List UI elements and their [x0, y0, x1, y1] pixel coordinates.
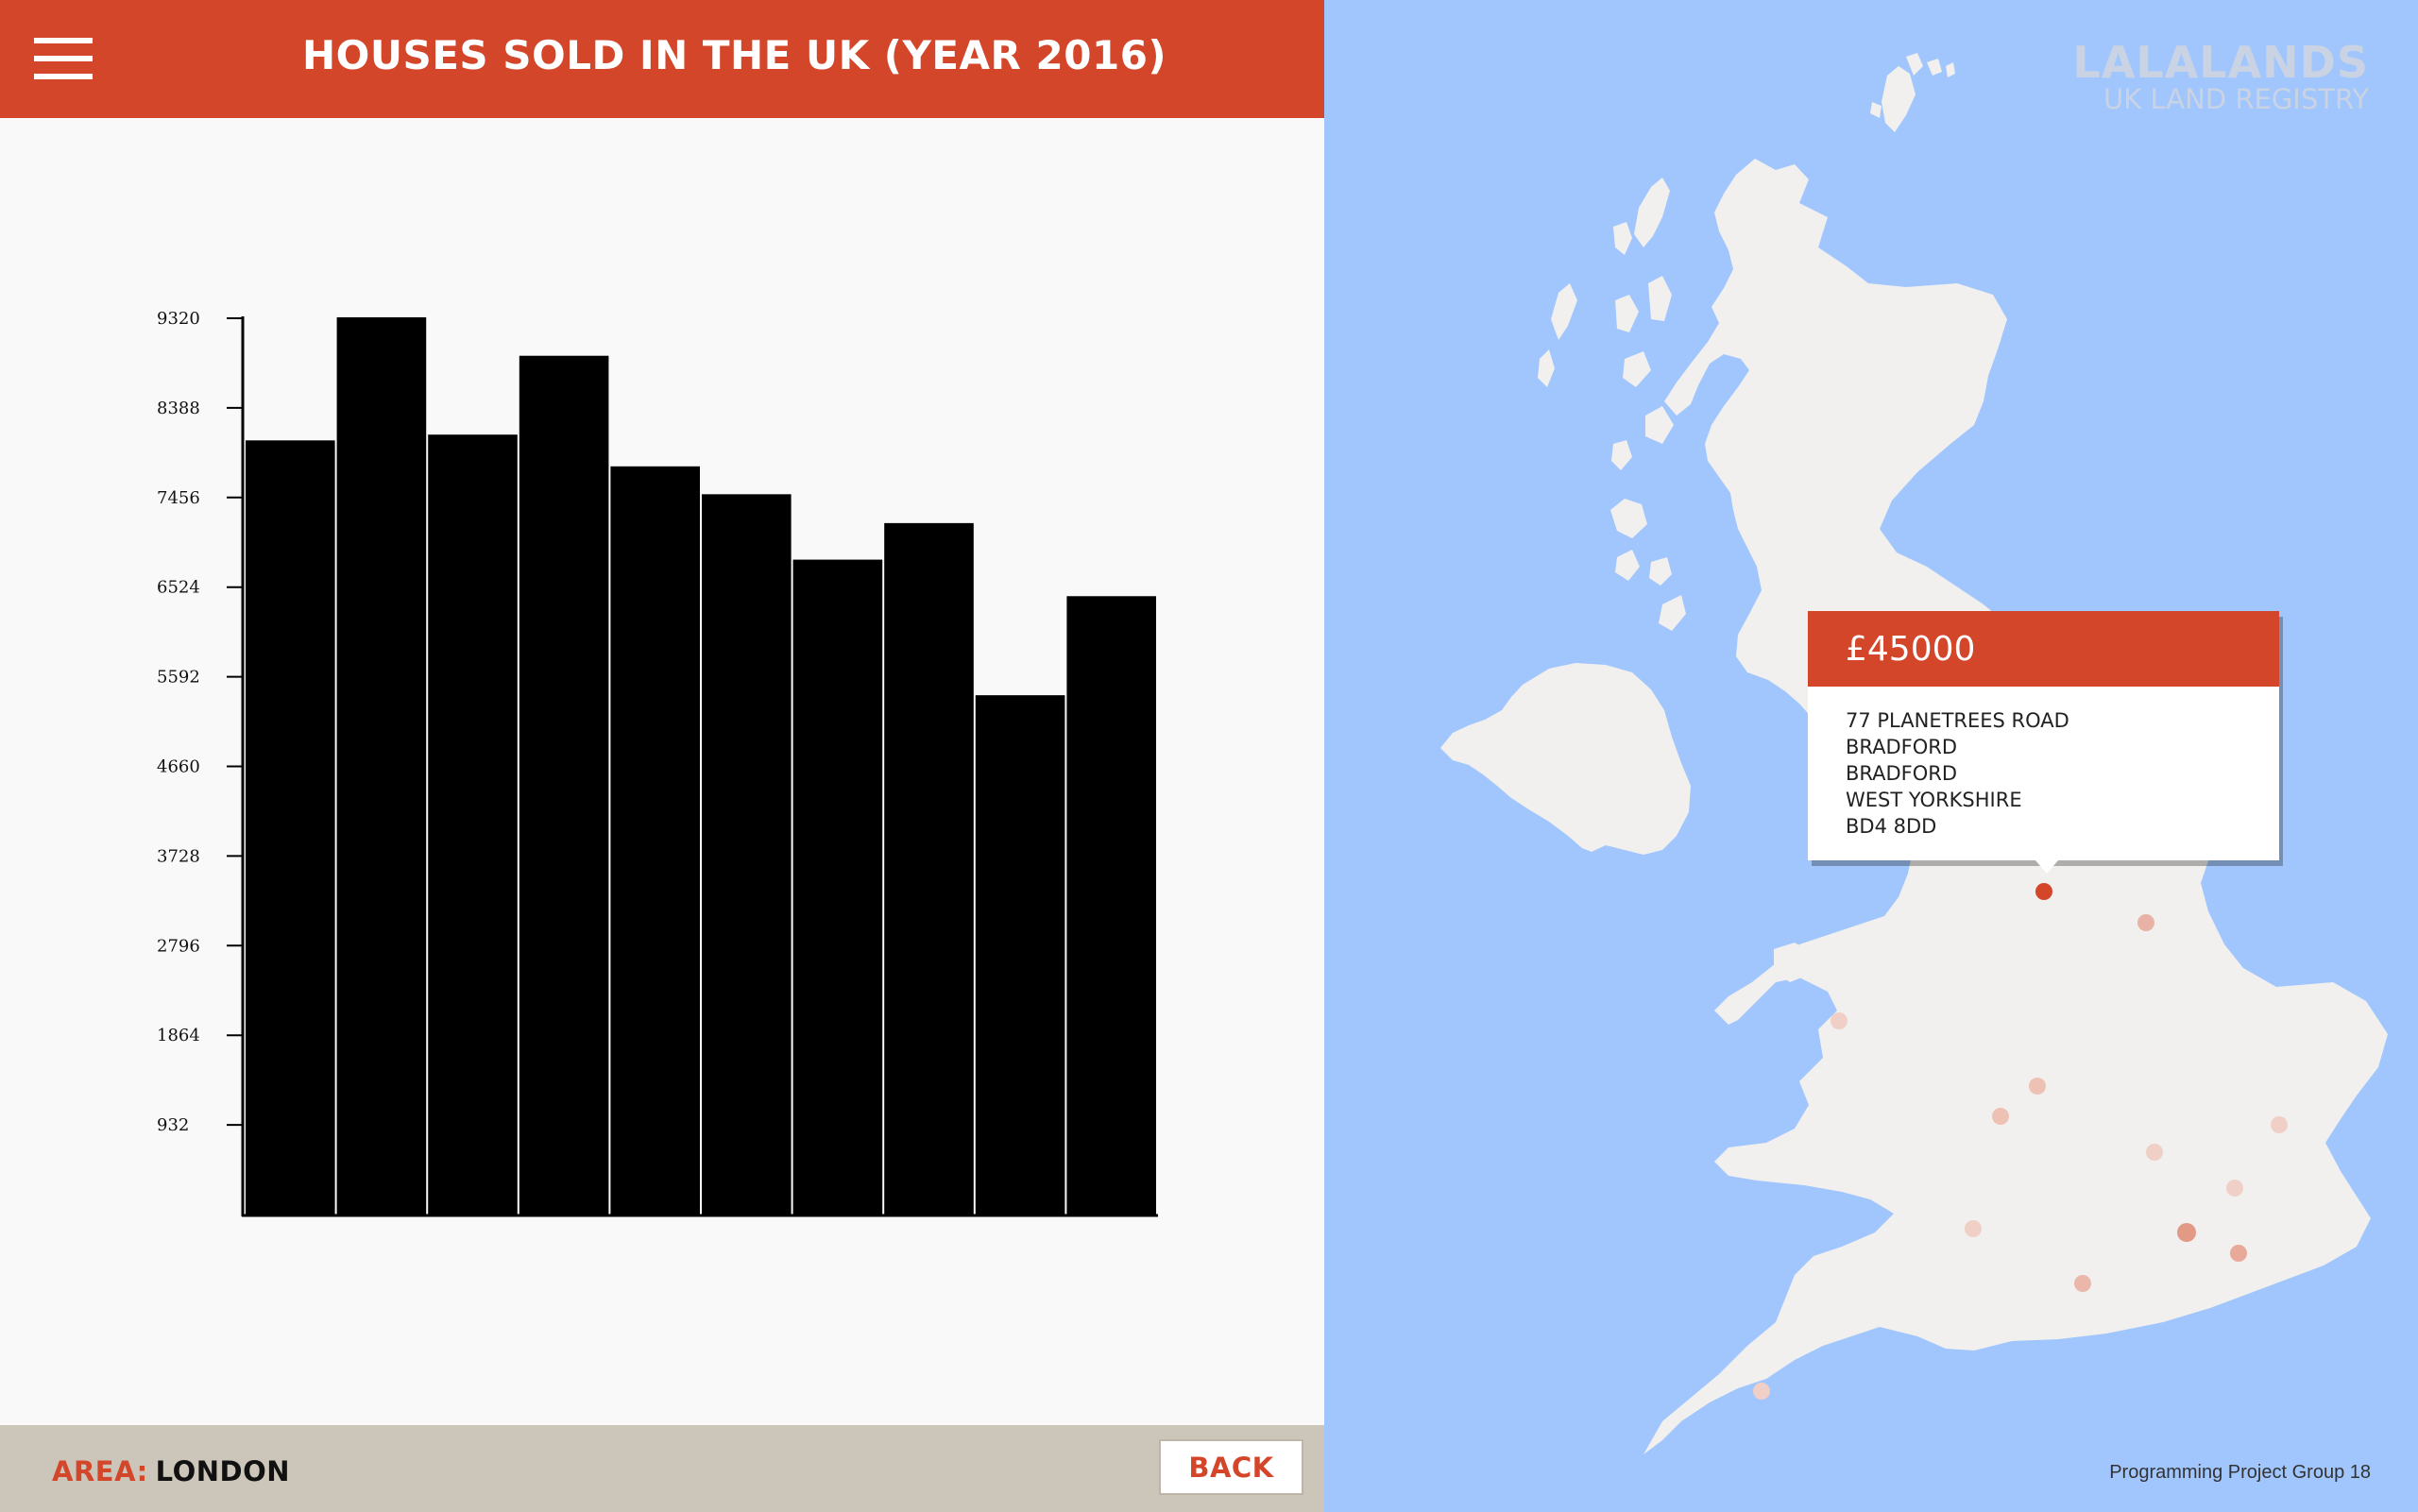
anglesey-island: [1774, 943, 1814, 982]
bar[interactable]: [519, 355, 609, 1215]
property-marker: [2137, 914, 2154, 931]
property-marker: [1965, 1220, 1982, 1237]
credit-text: Programming Project Group 18: [2109, 1462, 2371, 1483]
bar[interactable]: [610, 466, 700, 1215]
y-tick-label: 932: [157, 1115, 189, 1135]
bar[interactable]: [246, 440, 335, 1215]
hebrides-islands: [1538, 178, 1686, 631]
y-tick-label: 8388: [157, 399, 200, 418]
brand-name: LALALANDS: [2072, 37, 2369, 88]
popup-pointer: [2035, 860, 2058, 874]
property-marker: [2177, 1223, 2196, 1242]
bar[interactable]: [884, 522, 974, 1215]
y-tick-label: 9320: [157, 309, 200, 329]
property-marker: [1831, 1012, 1848, 1029]
property-marker: [2146, 1144, 2163, 1161]
popup-price: £45000: [1808, 611, 2279, 687]
area-value: LONDON: [155, 1455, 291, 1487]
property-marker: [2029, 1078, 2046, 1095]
y-tick-label: 1864: [157, 1026, 200, 1045]
area-indicator: AREA: LONDON: [52, 1455, 290, 1487]
bar[interactable]: [792, 559, 883, 1215]
y-tick-label: 6524: [157, 578, 200, 598]
bar[interactable]: [336, 316, 427, 1215]
area-label: AREA:: [52, 1455, 148, 1487]
orkney-shetland-islands: [1870, 53, 1955, 132]
bar[interactable]: [702, 494, 792, 1215]
property-marker: [1992, 1108, 2009, 1125]
hamburger-menu-icon[interactable]: [34, 38, 93, 79]
y-tick-label: 2796: [157, 936, 200, 956]
bar[interactable]: [975, 695, 1065, 1215]
bars-group: [246, 316, 1156, 1215]
address-line: BRADFORD: [1846, 762, 1958, 785]
address-line: 77 PLANETREES ROAD: [1846, 709, 2069, 732]
property-marker: [2074, 1275, 2091, 1292]
footer-bar: AREA: LONDON BACK: [0, 1425, 1324, 1512]
y-axis-ticks: 932 1864 2796 3728 4660 5592 6524 7456 8388 9320: [157, 309, 243, 1135]
page-title: HOUSES SOLD IN THE UK (YEAR 2016): [302, 32, 1167, 78]
chart-panel: HOUSES SOLD IN THE UK (YEAR 2016) 932 186…: [0, 0, 1324, 1512]
address-line: BRADFORD: [1846, 736, 1958, 758]
property-marker: [2035, 883, 2052, 900]
property-marker: [1753, 1383, 1770, 1400]
address-line: WEST YORKSHIRE: [1846, 789, 2022, 811]
header-bar: HOUSES SOLD IN THE UK (YEAR 2016): [0, 0, 1324, 118]
address-line: BD4 8DD: [1846, 815, 1937, 838]
property-markers: [1753, 883, 2288, 1400]
property-popup[interactable]: £45000 77 PLANETREES ROAD BRADFORD BRADF…: [1808, 611, 2279, 874]
y-tick-label: 4660: [157, 757, 200, 777]
popup-address: 77 PLANETREES ROAD BRADFORD BRADFORD WES…: [1808, 687, 2279, 840]
bar[interactable]: [1066, 596, 1156, 1215]
property-marker: [2230, 1245, 2247, 1262]
property-marker: [2226, 1180, 2243, 1197]
northern-ireland-landmass: [1440, 663, 1691, 855]
y-tick-label: 5592: [157, 668, 200, 688]
brand-logo: LALALANDS UK LAND REGISTRY: [2072, 40, 2369, 115]
bar[interactable]: [428, 434, 518, 1215]
y-tick-label: 7456: [157, 488, 200, 508]
y-tick-label: 3728: [157, 846, 200, 866]
brand-subtitle: UK LAND REGISTRY: [2103, 83, 2369, 116]
property-marker: [2271, 1116, 2288, 1133]
bar-chart: 932 1864 2796 3728 4660 5592 6524 7456 8388 9320: [157, 309, 1158, 1217]
back-button[interactable]: BACK: [1159, 1439, 1303, 1495]
